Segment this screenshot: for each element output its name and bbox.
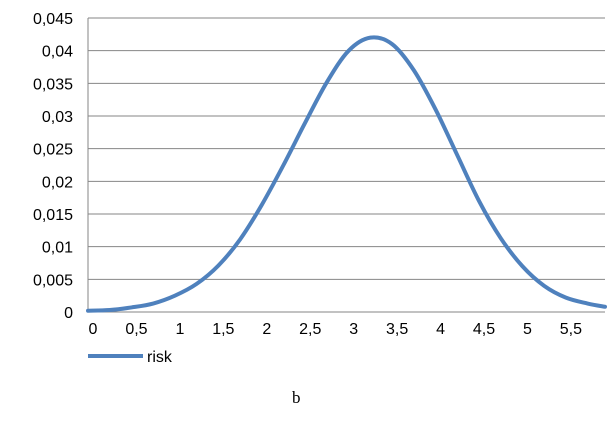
x-tick-label: 5 (523, 321, 532, 338)
series-layer (86, 35, 607, 313)
x-tick-label: 2 (262, 321, 271, 338)
y-tick-label: 0,005 (33, 272, 73, 289)
legend: risk (88, 349, 173, 366)
x-tick-label: 4 (436, 321, 445, 338)
x-tick-label: 1 (175, 321, 184, 338)
x-tick-labels: 0 0,5 1 1,5 2 2,5 3 3,5 4 4,5 5 5,5 (89, 321, 583, 338)
x-tick-label: 0,5 (125, 321, 147, 338)
x-tick-label: 5,5 (560, 321, 582, 338)
y-tick-label: 0,025 (33, 142, 73, 159)
gridlines (88, 17, 605, 280)
legend-label-risk: risk (147, 349, 173, 366)
x-tick-label: 3 (349, 321, 358, 338)
y-tick-label: 0,045 (33, 11, 73, 28)
x-tick-label: 1,5 (212, 321, 234, 338)
axes (87, 18, 605, 313)
x-tick-label: 0 (89, 321, 98, 338)
figure-caption: b (292, 388, 301, 407)
y-tick-label: 0,04 (42, 44, 73, 61)
y-tick-label: 0,03 (42, 109, 73, 126)
y-tick-labels: 0 0,005 0,01 0,015 0,02 0,025 0,03 0,035 0,04 0,0… (33, 11, 73, 322)
y-tick-label: 0,035 (33, 76, 73, 93)
y-tick-label: 0 (64, 305, 73, 322)
x-tick-label: 2,5 (299, 321, 321, 338)
series-line-risk (86, 35, 607, 313)
x-tick-label: 4,5 (473, 321, 495, 338)
y-tick-label: 0,02 (42, 174, 73, 191)
x-tick-label: 3,5 (386, 321, 408, 338)
y-tick-label: 0,01 (42, 240, 73, 257)
y-tick-label: 0,015 (33, 207, 73, 224)
